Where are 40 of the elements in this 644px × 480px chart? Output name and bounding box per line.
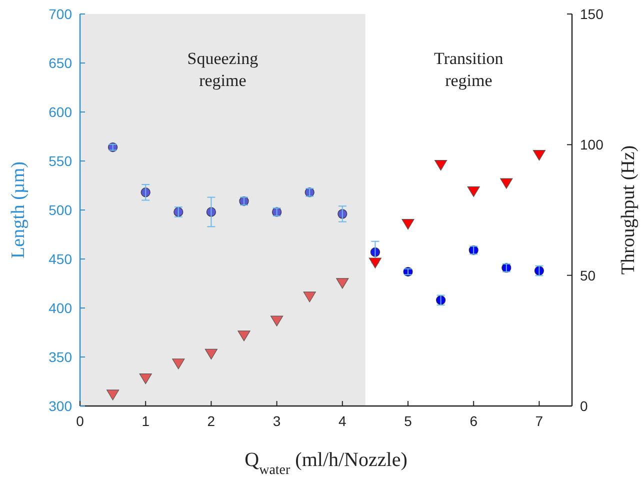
x-tick-label: 4 bbox=[338, 413, 346, 429]
y2-tick-label: 0 bbox=[580, 398, 588, 414]
point bbox=[139, 373, 152, 384]
point bbox=[336, 278, 349, 289]
y-tick-label: 350 bbox=[48, 349, 72, 365]
x-tick-label: 5 bbox=[404, 413, 412, 429]
point bbox=[106, 390, 120, 400]
y2-tick-label: 150 bbox=[580, 6, 604, 22]
y-tick-label: 550 bbox=[48, 153, 72, 169]
annotation: Transition regime bbox=[434, 49, 504, 90]
y-tick-label: 400 bbox=[48, 300, 72, 316]
point bbox=[402, 219, 414, 230]
x-tick-label: 6 bbox=[470, 413, 478, 429]
y-tick-label: 600 bbox=[48, 104, 72, 120]
x-axis-title: Q$_{water}$ (ml/h/Nozzle) bbox=[244, 449, 408, 478]
point bbox=[500, 178, 513, 189]
point bbox=[204, 348, 218, 360]
x-tick-label: 7 bbox=[535, 413, 544, 429]
y-tick-label: 700 bbox=[48, 6, 72, 22]
x-tick-label: 2 bbox=[207, 413, 216, 429]
y-tick-label: 500 bbox=[48, 202, 72, 218]
y-tick-label: 450 bbox=[48, 251, 72, 267]
y2-tick-label: 100 bbox=[580, 136, 604, 153]
point bbox=[270, 316, 284, 326]
point bbox=[303, 292, 316, 302]
point bbox=[467, 186, 480, 197]
annotation: Squeezing regime bbox=[187, 49, 259, 90]
y2-tick-label: 50 bbox=[580, 267, 596, 284]
x-tick-label: 1 bbox=[142, 413, 150, 429]
point bbox=[532, 150, 546, 161]
point bbox=[238, 330, 250, 342]
y-axis-title: Length (µm) bbox=[8, 162, 29, 258]
point bbox=[172, 358, 185, 370]
point bbox=[434, 160, 448, 171]
point bbox=[368, 258, 382, 268]
y-tick-label: 650 bbox=[48, 55, 72, 71]
x-tick-label: 0 bbox=[76, 413, 84, 429]
x-tick-label: 3 bbox=[272, 413, 281, 429]
y-tick-label: 300 bbox=[48, 398, 72, 414]
y2-axis-title: Throughput (Hz) bbox=[618, 145, 639, 275]
